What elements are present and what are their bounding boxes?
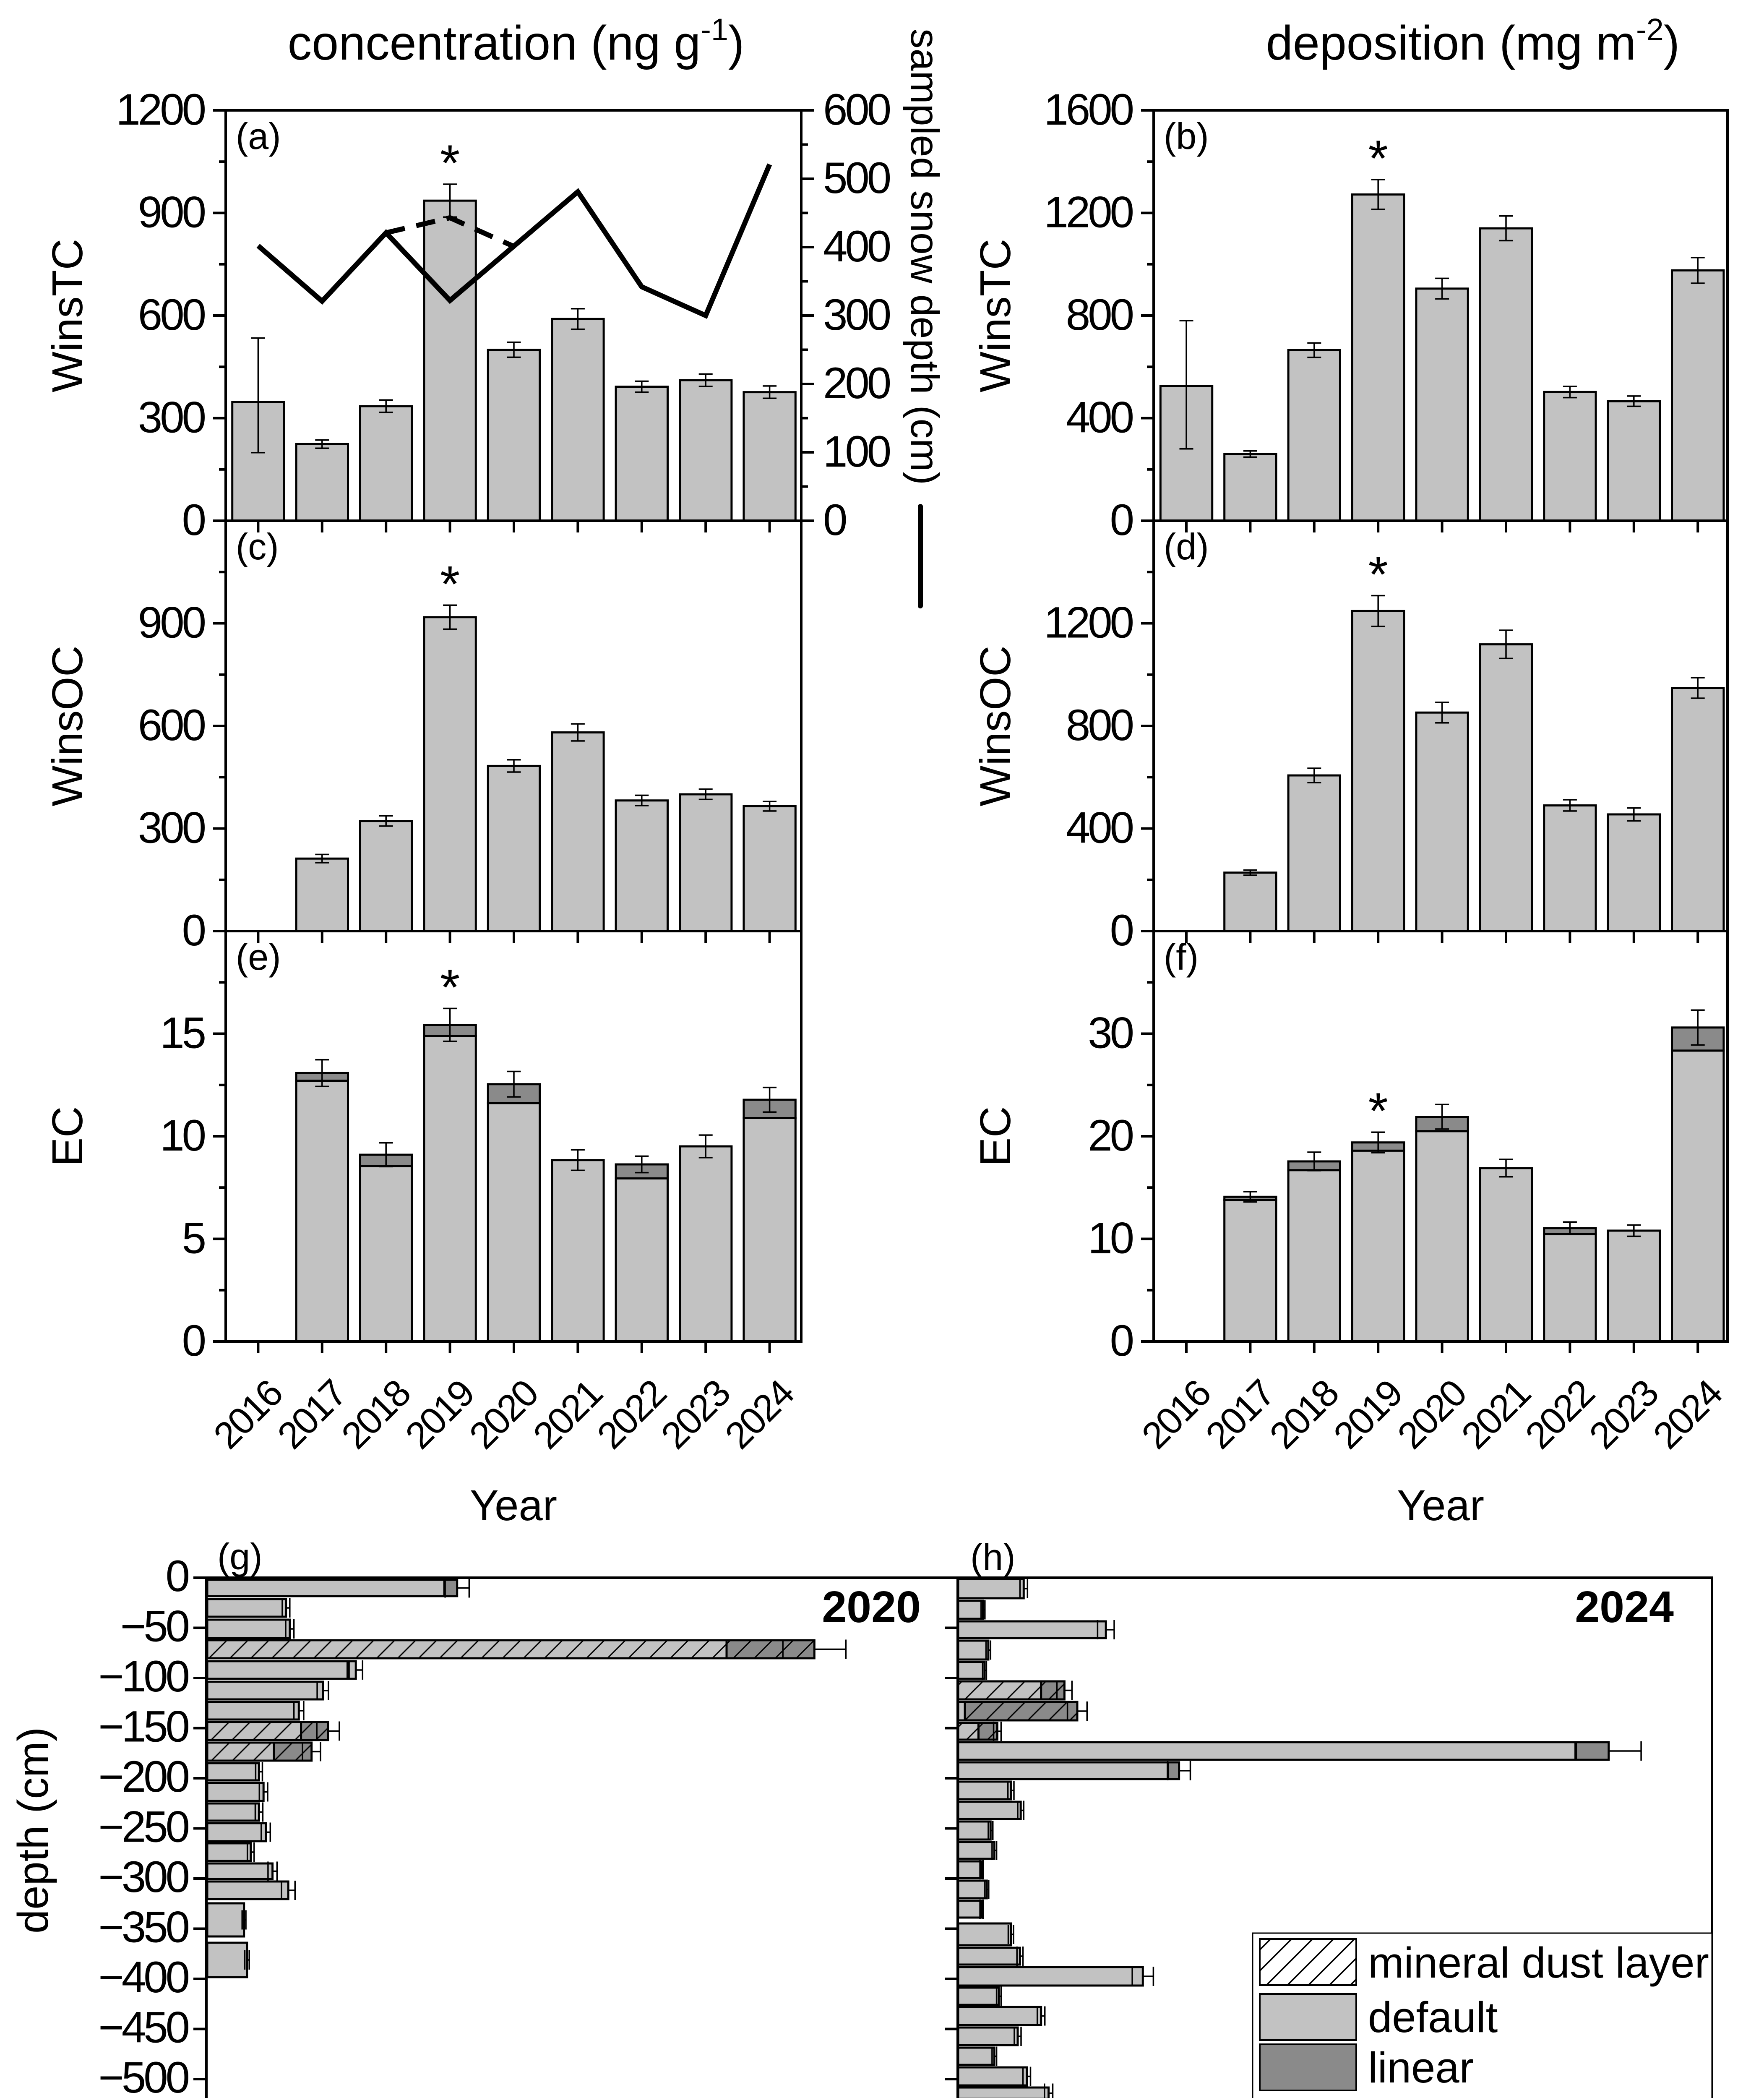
svg-text:600: 600 [138,701,205,750]
svg-text:15: 15 [160,1009,204,1058]
svg-text:500: 500 [823,154,890,203]
svg-text:−500: −500 [98,2053,188,2098]
svg-text:800: 800 [1066,290,1133,339]
svg-text:−450: −450 [98,2003,188,2052]
svg-text:Year: Year [1397,1481,1484,1529]
svg-text:400: 400 [1066,393,1133,442]
svg-text:−400: −400 [98,1953,188,2002]
svg-text:300: 300 [138,393,205,442]
svg-text:1200: 1200 [116,85,205,134]
svg-text:*: * [1368,546,1388,603]
svg-text:600: 600 [823,85,890,134]
svg-text:Year: Year [470,1481,557,1529]
svg-text:400: 400 [1066,804,1133,853]
svg-text:WinsTC: WinsTC [43,239,91,392]
svg-text:(g): (g) [217,1536,263,1577]
svg-text:0: 0 [182,906,205,955]
svg-text:0: 0 [166,1552,189,1601]
svg-text:100: 100 [823,427,890,476]
svg-text:2024: 2024 [1575,1582,1674,1632]
svg-text:*: * [440,134,460,191]
svg-text:linear: linear [1368,2043,1474,2092]
svg-text:−350: −350 [98,1903,188,1952]
svg-text:5: 5 [182,1214,205,1263]
svg-text:depth (cm): depth (cm) [9,1727,57,1934]
svg-text:200: 200 [823,359,890,408]
svg-text:(d): (d) [1164,526,1209,567]
svg-text:*: * [1368,1082,1388,1139]
svg-text:800: 800 [1066,701,1133,750]
svg-text:0: 0 [182,496,205,545]
svg-text:EC: EC [971,1106,1019,1166]
svg-text:10: 10 [160,1111,205,1160]
svg-text:900: 900 [138,188,205,237]
svg-text:0: 0 [182,1316,205,1365]
svg-text:deposition (mg m-2): deposition (mg m-2) [1266,12,1680,70]
svg-text:0: 0 [1110,1316,1133,1365]
svg-text:*: * [1368,130,1388,187]
svg-text:2020: 2020 [822,1582,921,1632]
svg-text:30: 30 [1088,1009,1133,1058]
svg-text:−300: −300 [98,1853,188,1902]
svg-text:WinsTC: WinsTC [971,239,1019,392]
svg-text:20: 20 [1088,1111,1133,1160]
svg-text:−100: −100 [98,1652,188,1701]
svg-text:WinsOC: WinsOC [43,645,91,806]
svg-text:sampled snow depth (cm): sampled snow depth (cm) [902,29,947,485]
svg-text:*: * [440,555,460,612]
svg-text:(a): (a) [236,115,281,157]
svg-text:900: 900 [138,598,205,647]
svg-text:0: 0 [1110,906,1133,955]
svg-text:mineral dust layer: mineral dust layer [1368,1939,1709,1987]
svg-text:1600: 1600 [1044,85,1133,134]
svg-text:0: 0 [823,496,846,545]
svg-text:10: 10 [1088,1214,1133,1263]
svg-text:(b): (b) [1164,115,1209,157]
svg-text:default: default [1368,1993,1498,2041]
svg-text:(f): (f) [1164,936,1199,978]
svg-text:−50: −50 [120,1602,189,1651]
svg-text:WinsOC: WinsOC [971,645,1019,806]
svg-text:600: 600 [138,290,205,339]
svg-text:−150: −150 [98,1702,188,1751]
svg-text:*: * [440,958,460,1015]
svg-text:0: 0 [1110,496,1133,545]
svg-text:(h): (h) [970,1536,1016,1578]
svg-text:−200: −200 [98,1752,188,1801]
svg-text:concentration (ng g-1): concentration (ng g-1) [288,12,745,70]
svg-text:300: 300 [823,290,890,339]
svg-text:(e): (e) [236,936,281,978]
svg-text:(c): (c) [236,526,279,567]
svg-text:EC: EC [43,1106,91,1166]
svg-text:1200: 1200 [1044,598,1133,647]
svg-text:300: 300 [138,804,205,853]
svg-text:400: 400 [823,222,890,271]
svg-text:−250: −250 [98,1803,188,1852]
svg-text:1200: 1200 [1044,188,1133,237]
